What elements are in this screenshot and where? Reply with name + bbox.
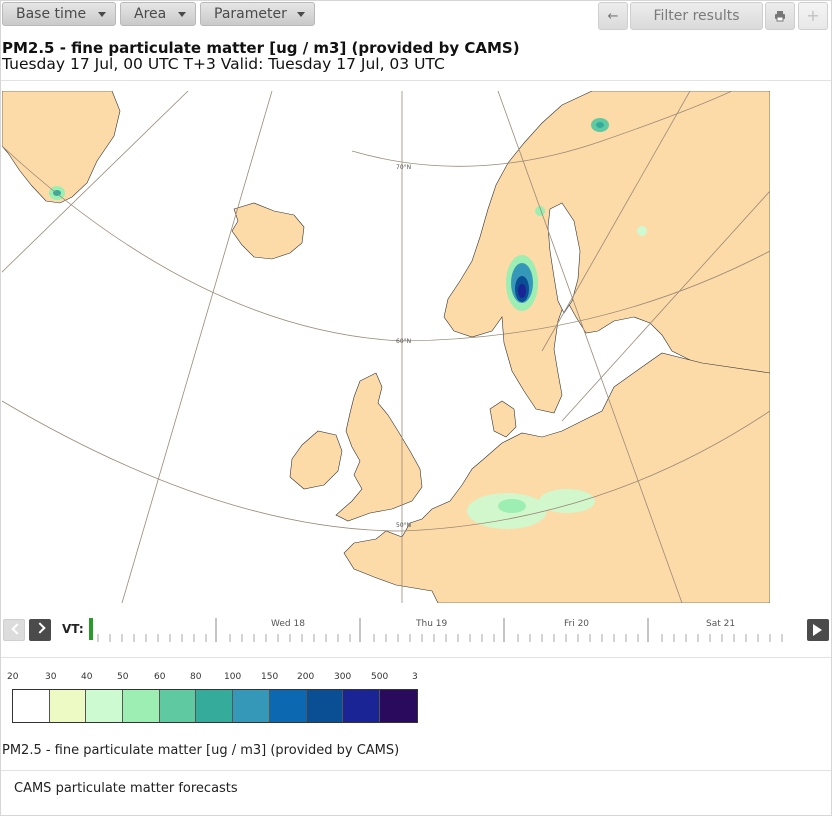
legend-label: 20 [7, 672, 19, 682]
timeline-next-button[interactable] [29, 619, 51, 641]
lat-label-50: 50°N [396, 522, 411, 529]
lat-label-70: 70°N [396, 164, 411, 171]
day-label-fri: Fri 20 [564, 619, 589, 629]
print-button[interactable] [765, 2, 795, 30]
land-iceland [231, 202, 305, 260]
legend-swatch [196, 690, 234, 722]
land-greenland [2, 91, 121, 204]
legend-color-bar [12, 689, 418, 723]
back-button[interactable]: ← [598, 2, 628, 30]
lat-label-60: 60°N [396, 338, 411, 345]
chart-title: PM2.5 - fine particulate matter [ug / m3… [2, 39, 520, 57]
timeline-ticks [97, 618, 783, 642]
filter-results-label: Filter results [653, 8, 740, 24]
legend-label: 300 [334, 672, 352, 682]
print-icon [775, 11, 785, 22]
filter-results-button[interactable]: Filter results [630, 2, 763, 30]
land-denmark [489, 400, 517, 438]
base-time-dropdown[interactable]: Base time [2, 2, 116, 26]
legend-label: 60 [154, 672, 166, 682]
legend-swatch [233, 690, 270, 722]
legend-swatch [13, 690, 50, 722]
land-europe [343, 352, 770, 603]
legend-label: 40 [81, 672, 93, 682]
base-time-label: Base time [16, 6, 87, 22]
day-label-sat: Sat 21 [706, 619, 735, 629]
plus-icon: + [806, 6, 820, 25]
area-label: Area [134, 6, 167, 22]
timeline-prev-button[interactable] [3, 619, 25, 641]
day-label-wed: Wed 18 [271, 619, 305, 629]
chevron-down-icon [297, 12, 305, 17]
day-label-thu: Thu 19 [415, 619, 447, 629]
legend-swatch [379, 690, 417, 722]
area-dropdown[interactable]: Area [120, 2, 196, 26]
legend-label: 150 [261, 672, 279, 682]
chevron-down-icon [178, 12, 186, 17]
legend-label: 3 [412, 672, 418, 682]
chevron-down-icon [98, 12, 106, 17]
toolbar: Base time Area Parameter ← Filter result… [0, 0, 832, 34]
product-description: CAMS particulate matter forecasts [14, 781, 238, 796]
graticule [2, 91, 770, 603]
play-icon [813, 624, 822, 636]
gulf-of-bothnia [547, 202, 581, 314]
divider [1, 80, 831, 81]
legend-label: 30 [45, 672, 57, 682]
legend-label: 100 [224, 672, 242, 682]
legend-swatch [49, 690, 87, 722]
legend-label: 80 [190, 672, 202, 682]
add-button[interactable]: + [798, 2, 828, 30]
pollution-overlay [49, 118, 647, 529]
legend-swatch [86, 690, 124, 722]
timeline-scale[interactable]: Wed 18 Thu 19 Fri 20 Sat 21 [0, 610, 832, 650]
land-scandinavia [443, 91, 770, 414]
legend-swatch [123, 690, 160, 722]
land-ireland [289, 430, 343, 490]
legend-caption: PM2.5 - fine particulate matter [ug / m3… [2, 743, 400, 758]
legend-swatch [306, 690, 344, 722]
legend-label: 500 [371, 672, 389, 682]
parameter-dropdown[interactable]: Parameter [200, 2, 315, 26]
vt-label: VT: [62, 622, 84, 636]
legend-swatch [343, 690, 380, 722]
legend-swatch [159, 690, 197, 722]
land-great-britain [335, 372, 423, 522]
forecast-map[interactable]: 70°N 60°N 50°N [2, 91, 770, 603]
arrow-left-icon: ← [607, 9, 619, 24]
timeline-end-button[interactable] [807, 619, 829, 641]
current-time-marker[interactable] [89, 618, 93, 640]
parameter-label: Parameter [214, 6, 287, 22]
legend-swatch [269, 690, 307, 722]
legend-label: 200 [297, 672, 315, 682]
divider [1, 657, 831, 658]
divider [1, 770, 831, 771]
legend-label: 50 [117, 672, 129, 682]
chart-subtitle: Tuesday 17 Jul, 00 UTC T+3 Valid: Tuesda… [2, 55, 445, 73]
